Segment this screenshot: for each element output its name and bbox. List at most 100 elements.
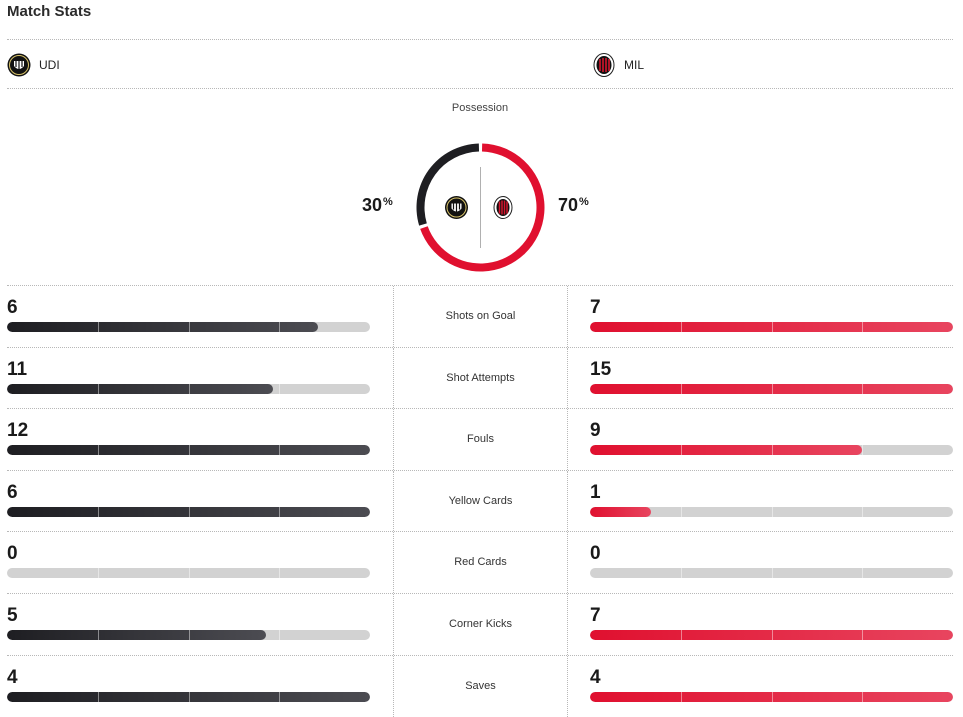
bar-segment-tick [97, 568, 99, 579]
stat-label-cell: Shot Attempts [393, 347, 568, 409]
bar-segment-tick [279, 691, 281, 702]
away-stat: 1 [590, 471, 953, 532]
away-stat-bar-fill [590, 629, 953, 640]
bar-segment-tick [279, 445, 281, 456]
away-stat-bar [590, 506, 953, 517]
bar-segment-tick [188, 445, 190, 456]
bar-segment-tick [771, 322, 773, 332]
bar-segment-tick [862, 629, 864, 640]
home-stat-bar [7, 691, 370, 702]
away-stat-bar [590, 568, 953, 579]
away-stat-bar [590, 691, 953, 702]
home-stat: 12 [7, 409, 370, 470]
away-stat: 9 [590, 409, 953, 470]
home-stat: 4 [7, 656, 370, 717]
bar-segment-tick [862, 322, 864, 332]
away-stat-value: 7 [590, 297, 601, 318]
stat-row: 11 15 Shot Attempts [7, 346, 953, 409]
away-stat: 4 [590, 656, 953, 717]
home-stat-bar-fill [7, 506, 370, 517]
stat-row: 4 4 Saves [7, 654, 953, 717]
stat-label: Corner Kicks [449, 617, 512, 630]
away-stat-value: 7 [590, 604, 601, 626]
home-stat-bar [7, 383, 370, 394]
away-stat-value: 1 [590, 481, 601, 503]
stat-label: Shots on Goal [445, 310, 516, 322]
home-stat-bar-fill [7, 383, 274, 394]
home-possession-arc [416, 143, 480, 226]
stat-label: Shot Attempts [446, 371, 515, 384]
possession-donut-chart [416, 143, 545, 272]
home-stat-bar [7, 322, 370, 332]
stats-table: 6 7 Shots on Goal 11 15 Shot Attempts 12 9 Fouls… [7, 285, 953, 717]
away-stat-value: 15 [590, 358, 612, 380]
away-stat-bar [590, 629, 953, 640]
bar-segment-tick [862, 445, 864, 456]
stat-label: Fouls [467, 433, 494, 446]
home-stat-bar-fill [7, 445, 370, 456]
bar-segment-tick [279, 383, 281, 394]
bar-segment-tick [771, 445, 773, 456]
bar-segment-tick [97, 629, 99, 640]
home-stat-bar [7, 445, 370, 456]
away-stat-bar [590, 445, 953, 456]
bar-segment-tick [862, 568, 864, 579]
bar-segment-tick [771, 506, 773, 517]
bar-segment-tick [680, 383, 682, 394]
bar-segment-tick [97, 445, 99, 456]
away-stat-bar-fill [590, 445, 863, 456]
home-team-abbr: UDI [39, 58, 60, 72]
home-stat: 11 [7, 348, 370, 409]
bar-segment-tick [771, 629, 773, 640]
stat-label-cell: Saves [393, 655, 568, 717]
home-stat-value: 11 [7, 358, 28, 380]
stat-row: 5 7 Corner Kicks [7, 592, 953, 655]
divider [7, 39, 953, 40]
away-stat-value: 0 [590, 543, 601, 565]
home-stat-bar-fill [7, 322, 319, 332]
away-team[interactable]: MIL [592, 53, 644, 77]
bar-segment-tick [680, 445, 682, 456]
bar-segment-tick [97, 506, 99, 517]
away-stat: 0 [590, 532, 953, 593]
away-stat: 7 [590, 286, 953, 347]
stat-row: 0 0 Red Cards [7, 531, 953, 593]
away-stat-bar [590, 322, 953, 332]
home-stat-value: 5 [7, 604, 18, 626]
stat-label: Yellow Cards [448, 494, 513, 507]
home-stat: 6 [7, 286, 370, 347]
stat-label: Red Cards [454, 556, 507, 569]
bar-segment-tick [188, 506, 190, 517]
stat-label-cell: Yellow Cards [393, 470, 568, 532]
bar-segment-tick [97, 691, 99, 702]
bar-segment-tick [862, 383, 864, 394]
bar-segment-tick [680, 568, 682, 579]
bar-segment-tick [279, 322, 281, 332]
away-stat: 15 [590, 348, 953, 409]
away-stat-bar-fill [590, 383, 953, 394]
home-possession-percent: 30% [362, 195, 393, 215]
ac-milan-logo-icon [493, 196, 513, 219]
bar-segment-tick [279, 506, 281, 517]
bar-segment-tick [771, 568, 773, 579]
home-team[interactable]: UDI [7, 53, 60, 77]
away-stat-value: 4 [590, 666, 601, 688]
home-stat-bar [7, 506, 370, 517]
udinese-logo-icon [7, 53, 31, 77]
bar-segment-tick [188, 322, 190, 332]
stat-label: Saves [465, 679, 496, 692]
bar-segment-tick [188, 568, 190, 579]
home-stat: 0 [7, 532, 370, 593]
bar-segment-tick [97, 322, 99, 332]
bar-segment-tick [862, 506, 864, 517]
home-stat-value: 6 [7, 481, 18, 503]
ac-milan-logo-icon [593, 53, 615, 77]
stat-label-cell: Corner Kicks [393, 593, 568, 655]
away-stat: 7 [590, 594, 953, 655]
bar-segment-tick [279, 629, 281, 640]
away-team-abbr: MIL [624, 58, 645, 72]
bar-segment-tick [771, 383, 773, 394]
away-stat-bar-fill [590, 322, 953, 332]
bar-segment-tick [188, 691, 190, 702]
home-stat-bar-fill [7, 629, 267, 640]
